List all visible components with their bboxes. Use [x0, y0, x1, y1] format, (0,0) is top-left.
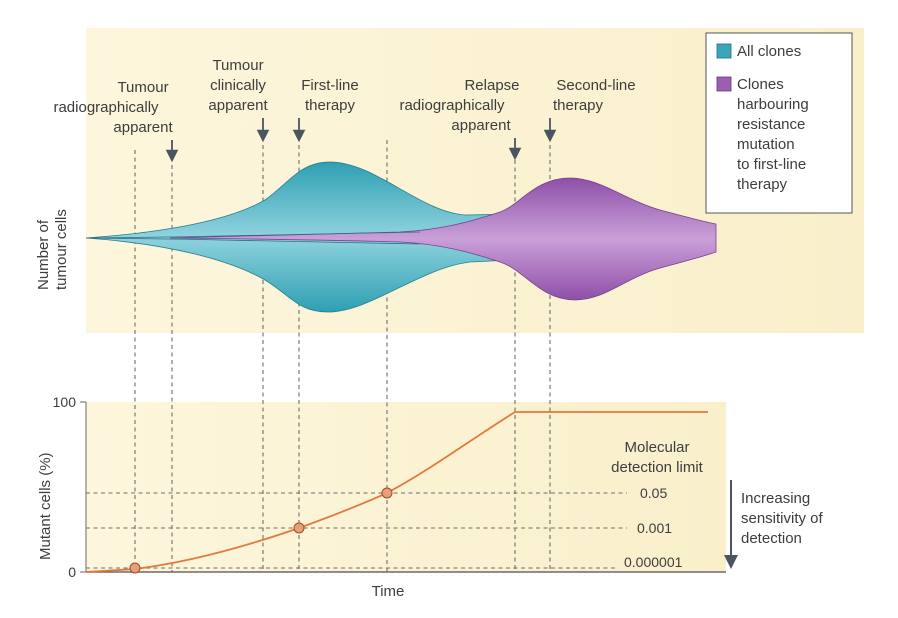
- event-second-line-line1: Second-line: [556, 77, 635, 94]
- detection-limit-0.05: 0.05: [640, 485, 667, 501]
- legend-label-resistant-2: harbouring: [737, 96, 809, 113]
- detection-limit-0.000001: 0.000001: [624, 554, 683, 570]
- sensitivity-label-line2: sensitivity of: [741, 510, 824, 527]
- event-radiographic-line1: Tumour: [117, 79, 168, 96]
- center-line-teal: [85, 231, 421, 239]
- bottom-ylabel: Mutant cells (%): [37, 452, 54, 560]
- legend-label-resistant-3: resistance: [737, 116, 805, 133]
- event-clinical-line3: apparent: [208, 97, 268, 114]
- legend-label-resistant-1: Clones: [737, 76, 784, 93]
- event-clinical-line1: Tumour: [212, 57, 263, 74]
- center-line-purple: [85, 237, 421, 245]
- y-tick-label-100: 100: [53, 394, 77, 410]
- legend-swatch-all-clones: [716, 43, 732, 59]
- event-first-line-line1: First-line: [301, 77, 359, 94]
- event-radiographic-line3: apparent: [113, 119, 173, 136]
- detection-limit-0.001: 0.001: [637, 520, 672, 536]
- legend-label-resistant-6: therapy: [737, 176, 788, 193]
- event-radiographic-line2: radiographically: [53, 99, 159, 116]
- legend-label-all-clones: All clones: [737, 43, 801, 60]
- event-clinical-line2: clinically: [210, 77, 266, 94]
- legend-box: [705, 32, 853, 214]
- curve-marker-3: [381, 487, 393, 499]
- legend: All clones Clones harbouring resistance …: [705, 32, 853, 214]
- resistant-clones-shape: [169, 177, 717, 301]
- top-ylabel-line1: Number of: [35, 219, 52, 290]
- top-ylabel-line2: tumour cells: [53, 209, 70, 290]
- event-relapse-line1: Relapse: [464, 77, 519, 94]
- y-tick-label-0: 0: [68, 564, 76, 580]
- legend-label-resistant-5: to first-line: [737, 156, 806, 173]
- curve-marker-1: [129, 562, 141, 574]
- mutant-fraction-curve: [85, 411, 708, 573]
- legend-swatch-resistant: [716, 76, 732, 92]
- event-relapse-line3: apparent: [451, 117, 511, 134]
- event-arrows: [165, 118, 557, 163]
- event-second-line-line2: therapy: [553, 97, 604, 114]
- event-first-line-line2: therapy: [305, 97, 356, 114]
- bottom-panel-background: [86, 402, 726, 572]
- detection-title-line2: detection limit: [611, 459, 704, 476]
- bottom-xlabel: Time: [372, 583, 405, 600]
- event-relapse-line2: radiographically: [399, 97, 505, 114]
- curve-marker-2: [293, 522, 305, 534]
- sensitivity-label-line3: detection: [741, 530, 802, 547]
- legend-label-resistant-4: mutation: [737, 136, 795, 153]
- sensitivity-label-line1: Increasing: [741, 490, 810, 507]
- event-guides: [134, 140, 551, 572]
- detection-title-line1: Molecular: [624, 439, 689, 456]
